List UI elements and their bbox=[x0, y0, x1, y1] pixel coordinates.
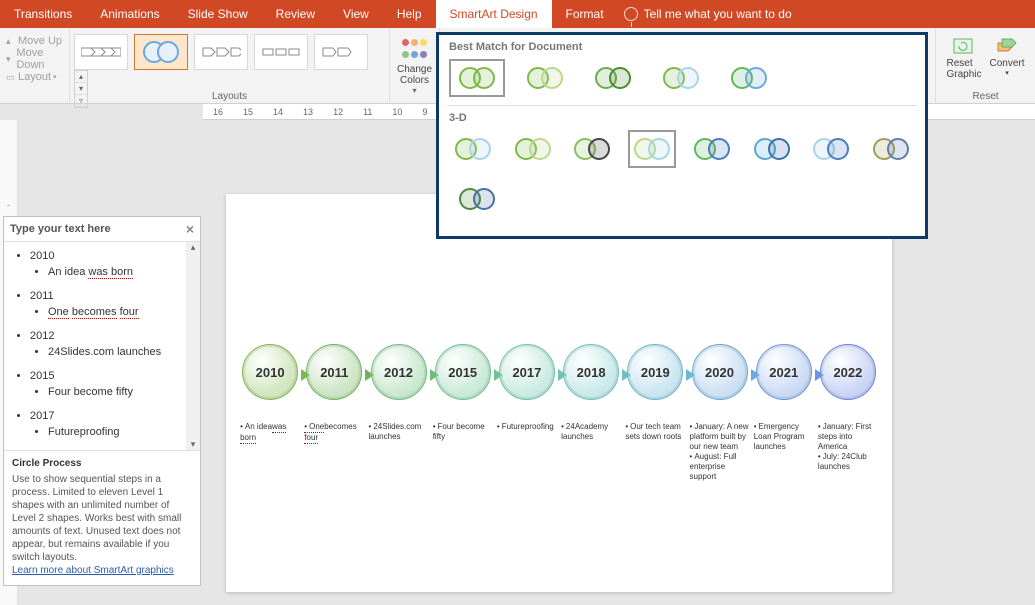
text-pane-body[interactable]: 2010An idea was born2011One becomes four… bbox=[4, 242, 200, 451]
text-pane-year[interactable]: 2015Four become fifty bbox=[30, 366, 194, 406]
tab-review[interactable]: Review bbox=[262, 0, 329, 28]
layout-option-selected[interactable] bbox=[134, 34, 188, 70]
timeline-desc: January: First steps into AmericaJuly: 2… bbox=[818, 422, 878, 472]
layout-option[interactable] bbox=[194, 34, 248, 70]
style-option[interactable] bbox=[449, 180, 505, 218]
layout-more[interactable]: ▴▾▿ bbox=[74, 70, 88, 108]
close-icon[interactable]: × bbox=[186, 221, 194, 237]
tab-slideshow[interactable]: Slide Show bbox=[174, 0, 262, 28]
convert-icon bbox=[993, 34, 1021, 58]
style-option[interactable] bbox=[808, 130, 856, 168]
text-pane-item[interactable]: One becomes four bbox=[48, 302, 194, 322]
text-pane-year[interactable]: 2010An idea was born bbox=[30, 246, 194, 286]
flyout-best-match-label: Best Match for Document bbox=[439, 35, 925, 55]
style-option[interactable] bbox=[509, 130, 557, 168]
timeline-item[interactable]: 2017Futureproofing bbox=[495, 344, 559, 482]
scrollbar[interactable]: ▴▾ bbox=[186, 242, 200, 450]
tab-format[interactable]: Format bbox=[552, 0, 618, 28]
style-option[interactable] bbox=[449, 130, 497, 168]
change-colors-label: Change Colors bbox=[390, 64, 439, 86]
learn-more-link[interactable]: Learn more about SmartArt graphics bbox=[12, 565, 174, 576]
flyout-row-3d bbox=[439, 126, 925, 176]
text-pane-year[interactable]: 2011One becomes four bbox=[30, 286, 194, 326]
text-pane: Type your text here × 2010An idea was bo… bbox=[3, 216, 201, 586]
chevron-down-icon: ▾ bbox=[412, 86, 416, 95]
style-option[interactable] bbox=[585, 59, 641, 97]
timeline-item[interactable]: 201824Academy launches bbox=[559, 344, 623, 482]
style-option[interactable] bbox=[449, 59, 505, 97]
timeline-desc: 24Academy launches bbox=[561, 422, 621, 442]
convert-button[interactable]: Convert▾ bbox=[990, 34, 1025, 77]
bulb-icon bbox=[624, 7, 638, 21]
timeline-desc: One becomes four bbox=[304, 422, 364, 444]
reset-icon bbox=[950, 34, 978, 58]
timeline-desc: An idea was born bbox=[240, 422, 300, 444]
timeline-desc: Futureproofing bbox=[497, 422, 557, 432]
layouts-label: Layouts bbox=[70, 91, 389, 102]
text-pane-title: Type your text here bbox=[10, 223, 111, 235]
text-pane-item[interactable]: Futureproofing bbox=[48, 422, 194, 442]
style-option[interactable] bbox=[628, 130, 676, 168]
flyout-3d-label: 3-D bbox=[439, 106, 925, 126]
text-pane-info: Circle Process Use to show sequential st… bbox=[4, 451, 200, 585]
slide-canvas[interactable]: 2010An idea was born2011One becomes four… bbox=[226, 194, 892, 592]
timeline-item[interactable]: 2021Emergency Loan Program launches bbox=[752, 344, 816, 482]
text-pane-item[interactable]: An idea was born bbox=[48, 262, 194, 282]
palette-icon bbox=[401, 38, 429, 62]
smartart-timeline[interactable]: 2010An idea was born2011One becomes four… bbox=[238, 344, 880, 482]
style-option[interactable] bbox=[653, 59, 709, 97]
layout-option[interactable] bbox=[254, 34, 308, 70]
layout-option[interactable] bbox=[314, 34, 368, 70]
text-pane-year[interactable]: 201224Slides.com launches bbox=[30, 326, 194, 366]
style-option[interactable] bbox=[688, 130, 736, 168]
timeline-desc: 24Slides.com launches bbox=[369, 422, 429, 442]
timeline-item[interactable]: 201224Slides.com launches bbox=[366, 344, 430, 482]
layout-gallery bbox=[74, 34, 368, 70]
style-option[interactable] bbox=[721, 59, 777, 97]
timeline-desc: Four become fifty bbox=[433, 422, 493, 442]
arrange-group: ▴Move Up ▾Move Down ▭Layout▾ bbox=[0, 28, 70, 103]
timeline-desc: January: A new platform built by our new… bbox=[690, 422, 750, 482]
text-pane-year[interactable]: 2017Futureproofing bbox=[30, 406, 194, 446]
timeline-desc: Emergency Loan Program launches bbox=[754, 422, 814, 452]
style-option[interactable] bbox=[867, 130, 915, 168]
text-pane-item[interactable]: Four become fifty bbox=[48, 382, 194, 402]
flyout-row-3d2 bbox=[439, 176, 925, 226]
timeline-item[interactable]: 2019Our tech team sets down roots bbox=[623, 344, 687, 482]
reset-label: Reset bbox=[936, 91, 1035, 102]
reset-graphic-button[interactable]: Reset Graphic bbox=[946, 34, 981, 80]
info-title: Circle Process bbox=[12, 457, 192, 470]
style-option[interactable] bbox=[748, 130, 796, 168]
tab-view[interactable]: View bbox=[329, 0, 383, 28]
style-option[interactable] bbox=[517, 59, 573, 97]
timeline-item[interactable]: 2010An idea was born bbox=[238, 344, 302, 482]
timeline-item[interactable]: 2015Four become fifty bbox=[431, 344, 495, 482]
styles-flyout: Best Match for Document 3-D bbox=[436, 32, 928, 239]
tell-me[interactable]: Tell me what you want to do bbox=[624, 7, 792, 21]
layout-button[interactable]: ▭Layout▾ bbox=[6, 68, 63, 86]
style-option[interactable] bbox=[568, 130, 616, 168]
ribbon-tabs: Transitions Animations Slide Show Review… bbox=[0, 0, 1035, 28]
reset-group: Reset Graphic Convert▾ Reset bbox=[935, 28, 1035, 103]
flyout-row-best bbox=[439, 55, 925, 105]
layouts-group: ▴▾▿ Layouts bbox=[70, 28, 390, 103]
layout-option[interactable] bbox=[74, 34, 128, 70]
tab-help[interactable]: Help bbox=[383, 0, 436, 28]
tab-smartart-design[interactable]: SmartArt Design bbox=[436, 0, 552, 28]
tab-transitions[interactable]: Transitions bbox=[0, 0, 86, 28]
text-pane-item[interactable]: 24Slides.com launches bbox=[48, 342, 194, 362]
timeline-item[interactable]: 2022January: First steps into AmericaJul… bbox=[816, 344, 880, 482]
timeline-item[interactable]: 2020January: A new platform built by our… bbox=[687, 344, 751, 482]
timeline-desc: Our tech team sets down roots bbox=[625, 422, 685, 442]
move-down-button[interactable]: ▾Move Down bbox=[6, 50, 63, 68]
timeline-item[interactable]: 2011One becomes four bbox=[302, 344, 366, 482]
change-colors-button[interactable]: Change Colors ▾ bbox=[390, 28, 440, 103]
info-body: Use to show sequential steps in a proces… bbox=[12, 474, 181, 563]
tell-me-label: Tell me what you want to do bbox=[644, 7, 792, 21]
tab-animations[interactable]: Animations bbox=[86, 0, 173, 28]
